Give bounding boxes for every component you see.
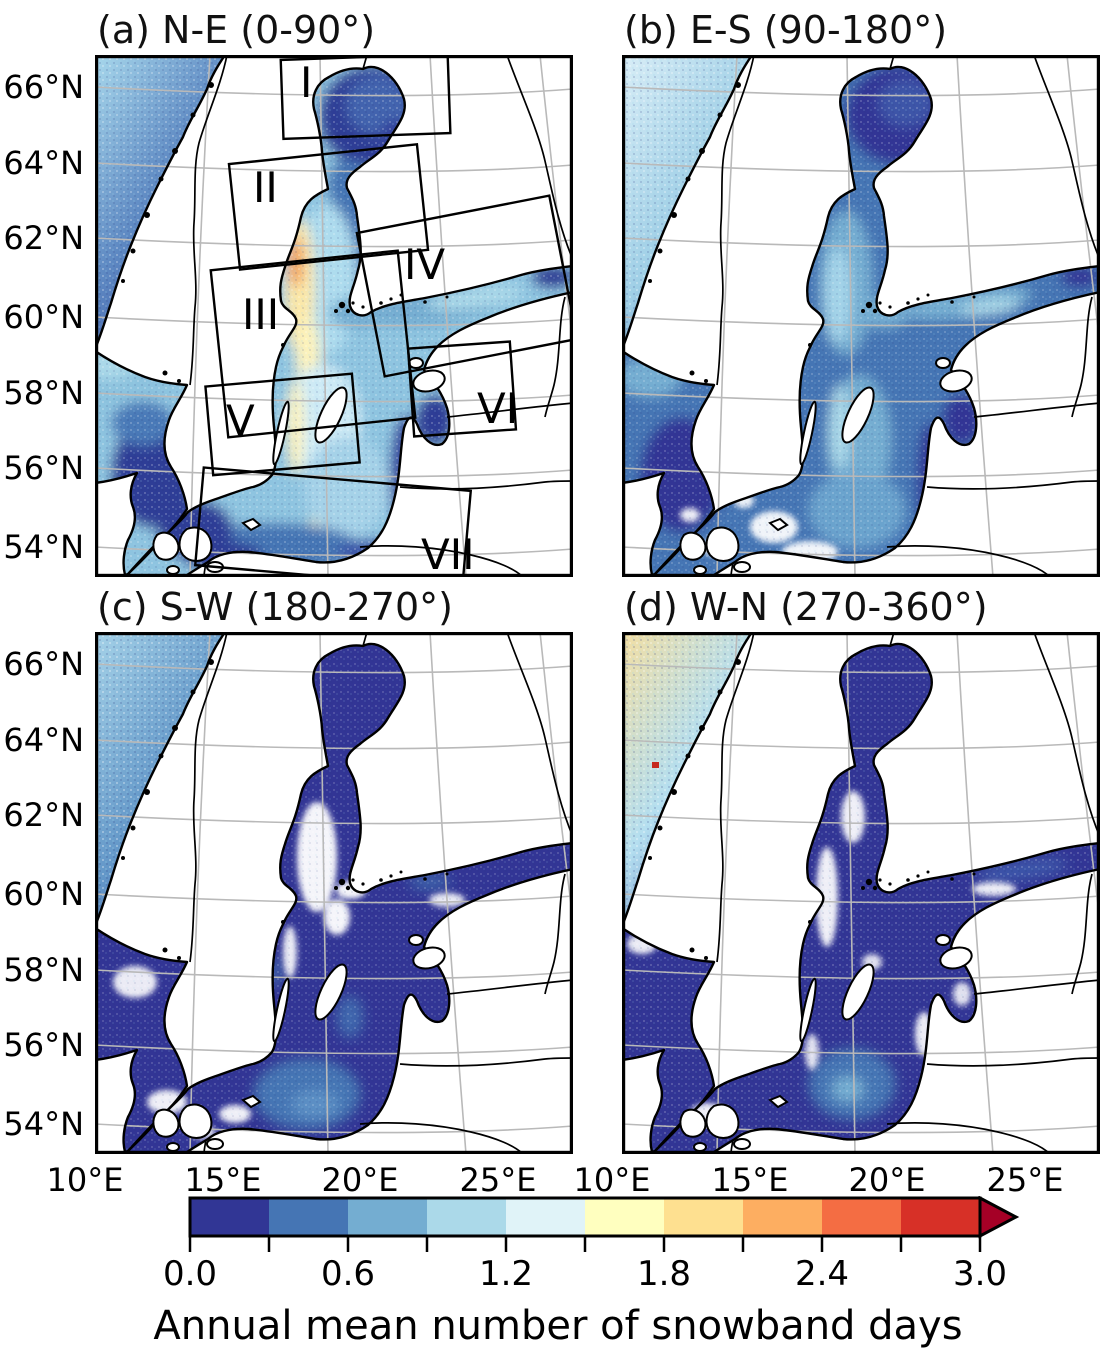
panel-c-map: [95, 632, 573, 1154]
lat-label: 64°N: [3, 144, 84, 182]
colorbar-tick-label: 1.8: [636, 1254, 692, 1294]
lon-label: 25°E: [986, 1161, 1064, 1199]
colorbar-axis-label: Annual mean number of snowband days: [153, 1303, 963, 1349]
region-label-1: I: [300, 58, 312, 107]
colorbar: [150, 1196, 1050, 1258]
panel-frame: [95, 632, 573, 1154]
region-label-4: IV: [404, 240, 445, 289]
lat-label: 62°N: [3, 219, 84, 257]
lon-label: 15°E: [711, 1161, 789, 1199]
lon-label: 10°E: [46, 1161, 124, 1199]
lat-label: 58°N: [3, 951, 84, 989]
colorbar-tick-label: 0.0: [162, 1254, 218, 1294]
lon-label: 20°E: [848, 1161, 926, 1199]
lat-label: 60°N: [3, 298, 84, 336]
lat-label: 66°N: [3, 68, 84, 106]
lat-label: 54°N: [3, 1105, 84, 1143]
lon-label: 25°E: [459, 1161, 537, 1199]
colorbar-tick-label: 0.6: [320, 1254, 376, 1294]
lon-label: 20°E: [321, 1161, 399, 1199]
lat-label: 54°N: [3, 528, 84, 566]
panel-b-title: (b) E-S (90-180°): [624, 8, 948, 52]
lat-label: 64°N: [3, 721, 84, 759]
region-label-6: VI: [477, 384, 518, 433]
panel-a-title: (a) N-E (0-90°): [97, 8, 376, 52]
region-label-5: V: [226, 396, 255, 445]
colorbar-ticks: [188, 1236, 982, 1252]
region-label-3: III: [242, 290, 279, 339]
lon-label: 15°E: [184, 1161, 262, 1199]
lat-label: 66°N: [3, 645, 84, 683]
panel-b-map: [622, 55, 1100, 577]
colorbar-extend-arrow: [978, 1196, 1020, 1239]
lon-label: 10°E: [573, 1161, 651, 1199]
panel-d-map: [622, 632, 1100, 1154]
lat-label: 58°N: [3, 374, 84, 412]
region-labels: I II III IV V VI VII: [226, 58, 518, 577]
lat-label: 56°N: [3, 449, 84, 487]
colorbar-tick-label: 1.2: [478, 1254, 534, 1294]
region-label-7: VII: [421, 530, 475, 577]
panel-frame: [622, 55, 1100, 577]
lat-label: 60°N: [3, 875, 84, 913]
panel-frame: [95, 55, 573, 577]
panel-frame: [622, 632, 1100, 1154]
colorbar-tick-label: 2.4: [794, 1254, 850, 1294]
panel-a-map: I II III IV V VI VII: [95, 55, 573, 577]
panel-c-title: (c) S-W (180-270°): [97, 585, 453, 629]
colorbar-tick-label: 3.0: [952, 1254, 1008, 1294]
panel-d-title: (d) W-N (270-360°): [624, 585, 988, 629]
high-value-spot: [652, 762, 659, 768]
lat-label: 62°N: [3, 796, 84, 834]
colorbar-segments: [190, 1198, 980, 1236]
lat-label: 56°N: [3, 1026, 84, 1064]
region-label-2: II: [253, 163, 278, 212]
